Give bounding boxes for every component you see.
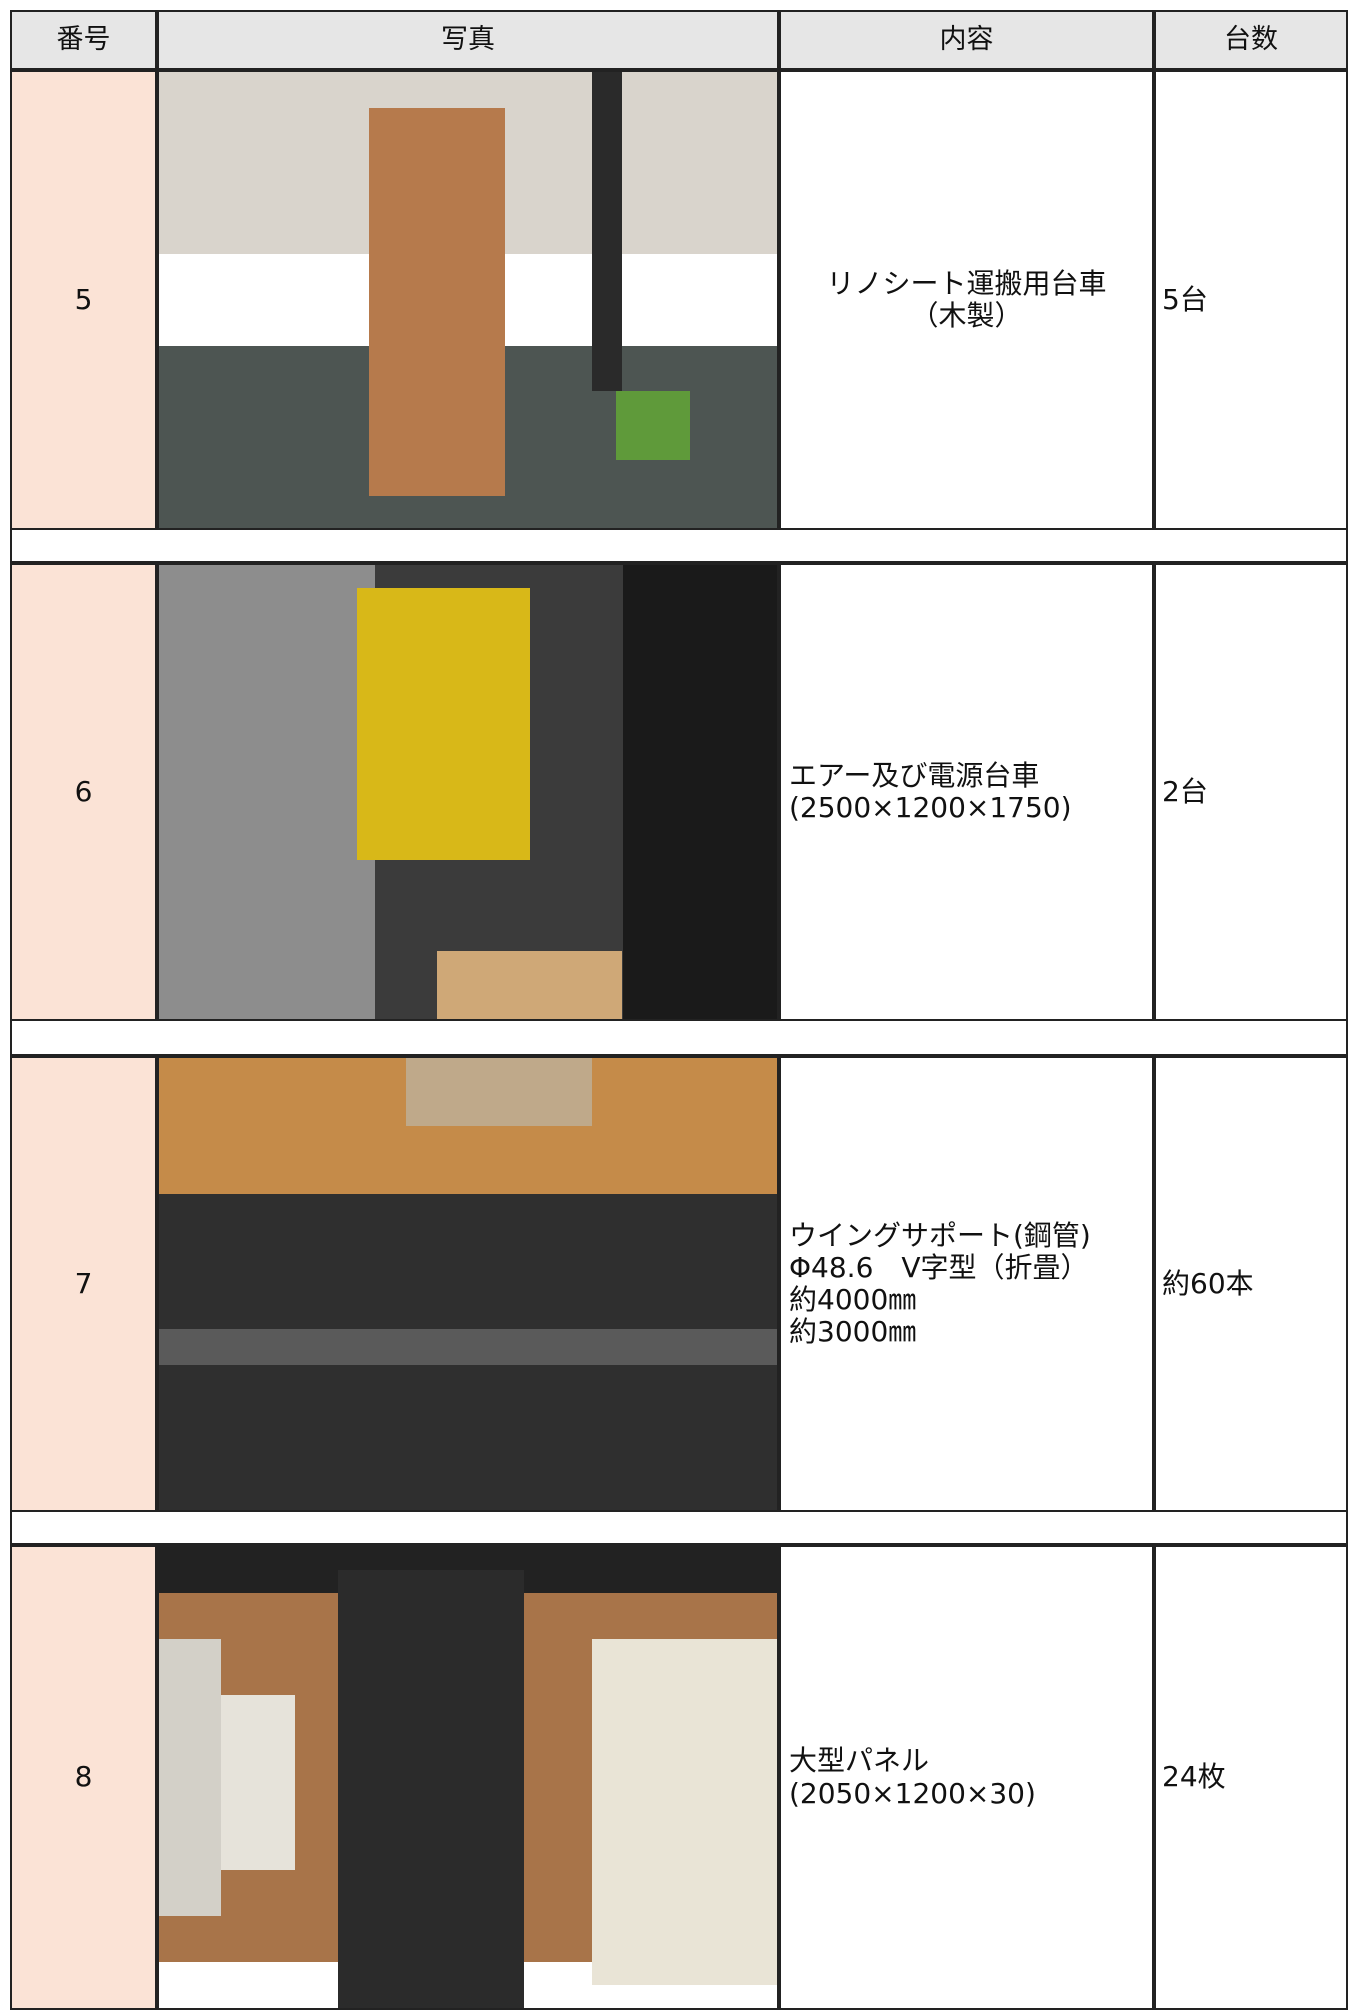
content: 大型パネル (2050×1200×30) [779,1545,1154,2010]
row-spacer [10,530,1348,563]
photo-shape [437,950,623,1019]
content-line: 大型パネル [789,1744,930,1778]
photo [157,70,779,530]
header-cell: 番号 [10,10,157,70]
content-line: ウイングサポート(鋼管) [789,1218,1091,1252]
photo-shape [406,1058,592,1126]
photo-shape [591,1639,777,1985]
content-line: (2500×1200×1750) [789,791,1072,824]
content-line: 約3000㎜ [789,1315,917,1349]
content-line: 約4000㎜ [789,1283,917,1316]
photo-shape [591,72,623,392]
content: ウイングサポート(鋼管) Φ48.6 V字型（折畳） 約4000㎜ 約3000㎜ [779,1056,1154,1512]
content-line: （木製） [910,299,1023,332]
photo-shape [338,1570,524,2008]
header-cell: 写真 [157,10,779,70]
photo-shape [159,1329,777,1366]
count: 24枚 [1154,1545,1348,2010]
photo-shape [616,391,691,460]
photo [157,563,779,1021]
row-number: 7 [10,1056,157,1512]
row-spacer [10,1512,1348,1545]
content-line: エアー及び電源台車 [789,758,1040,792]
photo-shape [220,1694,295,1870]
photo-shape [622,565,777,1019]
row-number: 6 [10,563,157,1021]
row-number: 8 [10,1545,157,2010]
count: 5台 [1154,70,1348,530]
content: リノシート運搬用台車 （木製） [779,70,1154,530]
photo-shape [356,587,530,861]
content: エアー及び電源台車 (2500×1200×1750) [779,563,1154,1021]
photo-shape [159,565,376,1019]
header-cell: 台数 [1154,10,1348,70]
content-line: (2050×1200×30) [789,1776,1036,1810]
count: 約60本 [1154,1056,1348,1512]
content-line: リノシート運搬用台車 [826,266,1107,300]
row-number: 5 [10,70,157,530]
photo-shape [369,108,506,497]
header-cell: 内容 [779,10,1154,70]
photo-shape [159,1639,221,1916]
count: 2台 [1154,563,1348,1021]
photo [157,1056,779,1512]
content-line: Φ48.6 V字型（折畳） [789,1250,1089,1284]
row-spacer [10,1021,1348,1056]
photo [157,1545,779,2010]
